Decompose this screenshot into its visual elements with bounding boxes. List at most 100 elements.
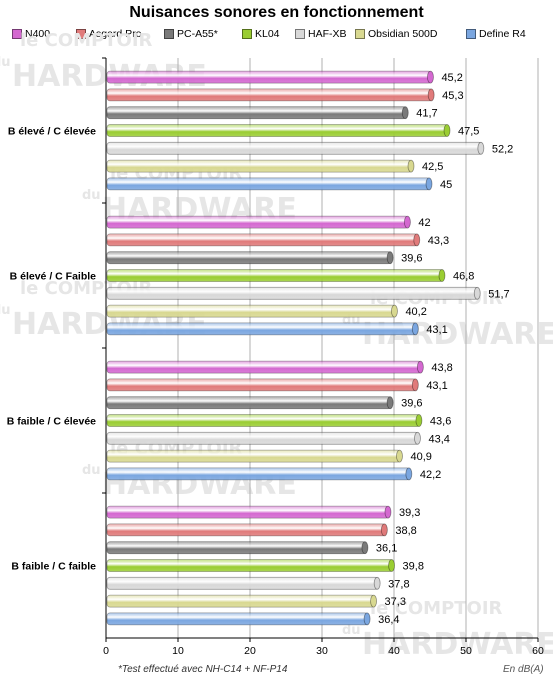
x-tick-label: 50 [460,645,472,657]
bar-cap [396,449,403,463]
legend-item: KL04 [242,28,280,40]
bar-cap [361,541,369,555]
x-tick-label: 0 [103,645,109,657]
data-label: 43,4 [428,433,449,445]
data-label: 42 [418,217,430,229]
data-label: 45,2 [441,72,462,84]
bar [106,414,421,427]
x-tick-label: 20 [244,645,256,657]
bar [106,106,407,120]
legend-item: HAF-XB [295,28,347,40]
legend-item: Asgard Pro [76,28,142,40]
data-label: 36,4 [378,614,399,626]
legend-label: Obsidian 500D [368,28,438,40]
x-tick-label: 60 [532,645,544,657]
bar-cap [386,251,394,265]
bar-cap [427,88,435,102]
bar [106,360,422,374]
category-label: B faible / C faible [11,561,96,573]
legend-item: PC-A55* [164,28,218,40]
bar [106,523,386,537]
bar [106,431,419,445]
data-label: 39,8 [403,561,424,573]
bar-cap [407,159,415,173]
bar-cap [477,141,485,155]
bar-cap [373,576,381,590]
bar-cap [380,523,388,537]
legend-swatch [242,29,252,39]
bar-cap [473,286,481,300]
watermark-text: du [0,55,11,70]
bar [106,378,417,392]
bar [106,70,432,84]
bar [106,304,396,318]
data-label: 37,8 [388,578,409,590]
bar-cap [363,612,371,626]
bar-cap [416,360,424,374]
bar-cap [384,505,392,519]
data-label: 43,3 [428,235,449,247]
legend-swatch [466,29,476,39]
legend-swatch [295,29,305,39]
category-label: B faible / C élevée [7,416,96,428]
x-tick-label: 30 [316,645,328,657]
legend-label: PC-A55* [177,28,218,40]
watermark-text: du [82,463,101,478]
bar [106,505,390,519]
data-label: 40,9 [410,451,431,463]
legend-label: HAF-XB [308,28,347,40]
bar-cap [370,594,377,608]
bar [106,233,419,247]
watermark-text: du [0,303,11,318]
data-label: 39,3 [399,507,420,519]
bar-cap [386,396,394,410]
legend-swatch [355,29,365,39]
data-label: 37,3 [385,596,406,608]
category-label: B élevé / C Faible [10,271,97,283]
bar-cap [413,233,421,247]
bar-cap [443,124,451,137]
data-label: 42,2 [420,469,441,481]
bar [106,215,409,229]
bar-cap [411,378,419,392]
bar [106,286,479,300]
data-label: 39,6 [401,398,422,410]
bar-cap [405,467,413,481]
bar [106,559,393,572]
watermark-text: le COMPTOIR [370,598,503,619]
unit-label: En dB(A) [503,664,544,675]
bar [106,141,483,155]
data-label: 52,2 [492,143,513,155]
data-label: 38,8 [395,525,416,537]
data-label: 45 [440,179,452,191]
category-label: B élevé / C élevée [8,126,96,138]
bar-cap [427,70,434,84]
watermark-text: le COMPTOIR [20,30,153,51]
bar [106,576,379,590]
bar-cap [411,322,419,336]
data-label: 43,1 [426,324,447,336]
legend-swatch [12,29,22,39]
data-label: 40,2 [405,306,426,318]
legend-label: Asgard Pro [89,28,142,40]
data-label: 47,5 [458,126,479,138]
data-label: 43,8 [431,362,452,374]
bar [106,322,417,336]
chart-footnote: *Test effectué avec NH-C14 + NF-P14 [118,664,288,675]
watermark-text: du [82,188,101,203]
data-label: 36,1 [376,543,397,555]
bar [106,269,444,282]
bar-cap [391,304,398,318]
bar-cap [414,431,421,445]
data-label: 46,8 [453,271,474,283]
legend-swatch [164,29,174,39]
bar [106,159,413,173]
bar-cap [401,106,409,120]
legend-swatch [76,29,86,39]
bar-cap [388,559,395,572]
chart-title: Nuisances sonores en fonctionnement [129,4,424,21]
bar [106,396,392,410]
bar [106,88,433,102]
watermark-text: du [342,623,361,638]
